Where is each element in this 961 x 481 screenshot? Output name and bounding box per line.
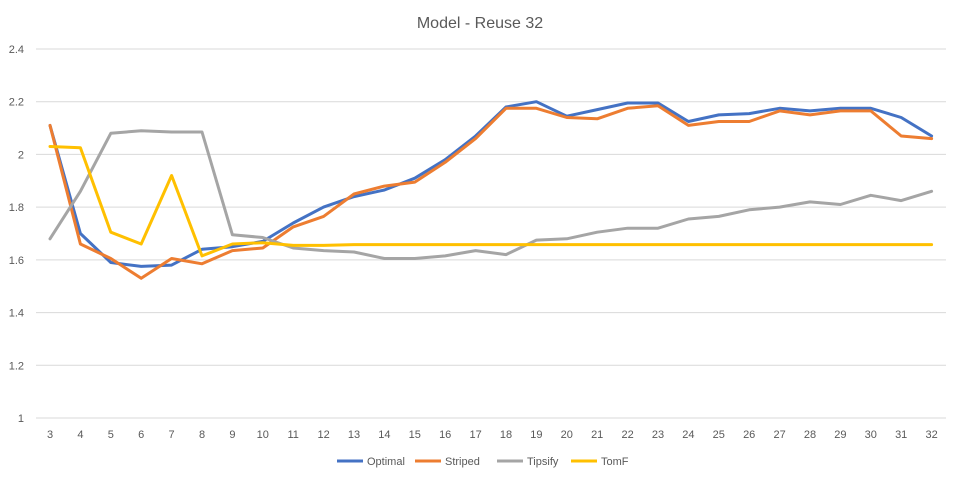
x-tick-label: 19	[530, 429, 542, 441]
x-tick-label: 7	[169, 429, 175, 441]
x-tick-label: 10	[257, 429, 269, 441]
x-tick-label: 29	[834, 429, 846, 441]
x-tick-label: 30	[865, 429, 877, 441]
series-line-optimal	[48, 100, 934, 268]
x-tick-label: 5	[108, 429, 114, 441]
y-tick-label: 2.2	[9, 97, 24, 109]
series-lines	[48, 100, 934, 280]
chart-title: Model - Reuse 32	[417, 15, 543, 32]
x-tick-label: 25	[713, 429, 725, 441]
legend-label: Striped	[445, 456, 480, 468]
y-axis-ticks: 1 1.2 1.4 1.6 1.8 2 2.2 2.4	[9, 44, 24, 425]
legend-label: TomF	[601, 456, 629, 468]
legend-item-striped: Striped	[415, 456, 480, 468]
y-tick-label: 1	[18, 413, 24, 425]
x-tick-label: 31	[895, 429, 907, 441]
x-tick-label: 11	[287, 429, 298, 441]
x-axis-ticks: 3 4 5 6 7 8 9 10 11 12 13 14 15 16 17 18 19 20 21 22 23 24 25 2…	[47, 429, 938, 441]
x-tick-label: 22	[621, 429, 633, 441]
series-line-tipsify	[48, 129, 934, 260]
y-tick-label: 2	[18, 149, 24, 161]
x-tick-label: 12	[317, 429, 329, 441]
x-tick-label: 20	[561, 429, 573, 441]
y-tick-label: 1.2	[9, 360, 24, 372]
x-tick-label: 24	[682, 429, 694, 441]
legend-item-optimal: Optimal	[337, 456, 405, 468]
legend-label: Optimal	[367, 456, 405, 468]
x-tick-label: 17	[469, 429, 481, 441]
x-tick-label: 27	[773, 429, 785, 441]
series-line-tomf	[48, 145, 934, 258]
x-tick-label: 16	[439, 429, 451, 441]
y-tick-label: 1.6	[9, 255, 24, 267]
x-tick-label: 18	[500, 429, 512, 441]
x-tick-label: 21	[591, 429, 603, 441]
x-tick-label: 6	[138, 429, 144, 441]
x-tick-label: 28	[804, 429, 816, 441]
x-tick-label: 4	[77, 429, 83, 441]
x-tick-label: 13	[348, 429, 360, 441]
gridlines	[36, 48, 946, 419]
x-tick-label: 9	[229, 429, 235, 441]
legend: Optimal Striped Tipsify TomF	[337, 456, 629, 468]
legend-item-tomf: TomF	[571, 456, 629, 468]
x-tick-label: 23	[652, 429, 664, 441]
x-tick-label: 15	[409, 429, 421, 441]
x-tick-label: 8	[199, 429, 205, 441]
x-tick-label: 3	[47, 429, 53, 441]
legend-item-tipsify: Tipsify	[497, 456, 559, 468]
x-tick-label: 14	[378, 429, 390, 441]
y-tick-label: 1.8	[9, 202, 24, 214]
series-line-striped	[48, 104, 934, 280]
legend-label: Tipsify	[527, 456, 559, 468]
x-tick-label: 32	[925, 429, 937, 441]
x-tick-label: 26	[743, 429, 755, 441]
y-tick-label: 1.4	[9, 308, 24, 320]
y-tick-label: 2.4	[9, 44, 24, 56]
